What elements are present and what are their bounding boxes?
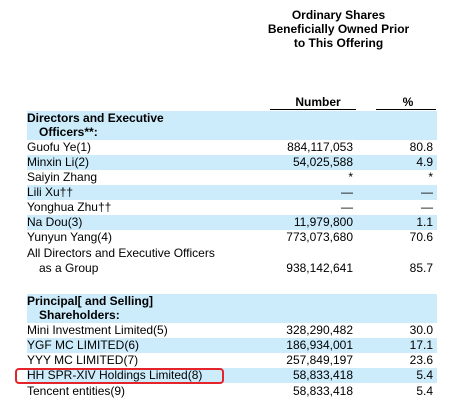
- shares-number: —: [341, 185, 353, 199]
- table-row-mini-investment: Mini Investment Limited(5) 328,290,482 3…: [27, 323, 437, 338]
- title-line-2: Beneficially Owned Prior: [267, 22, 410, 36]
- title-line-1: Ordinary Shares: [291, 8, 386, 22]
- shares-number: 773,073,680: [286, 230, 353, 244]
- shares-percent: 30.0: [409, 323, 433, 337]
- holder-name: Guofu Ye(1): [27, 140, 92, 154]
- shares-number: 58,833,418: [292, 384, 353, 398]
- directors-header-band: [27, 111, 437, 140]
- group-shares-number: 938,142,641: [286, 261, 353, 275]
- principal-section-header-cont: Shareholders:: [27, 308, 437, 323]
- shares-percent: *: [428, 170, 433, 184]
- number-header-rule: [270, 109, 356, 110]
- band-row-4: [27, 185, 437, 200]
- shares-percent: 5.4: [416, 384, 433, 398]
- band-sh-row-2: [27, 338, 437, 353]
- table-row-saiyin-zhang: Saiyin Zhang * *: [27, 170, 437, 185]
- shares-number: 328,290,482: [286, 323, 353, 337]
- directors-header-line-2: Officers**:: [39, 125, 98, 139]
- table-row-na-dou: Na Dou(3) 11,979,800 1.1: [27, 215, 437, 230]
- shares-number: 884,117,053: [287, 140, 353, 154]
- table-row-yonghua-zhu: Yonghua Zhu†† — —: [27, 200, 437, 215]
- shares-percent: —: [421, 185, 433, 199]
- principal-header-line-2: Shareholders:: [39, 308, 120, 322]
- shares-number: 11,979,800: [293, 215, 353, 229]
- shares-percent: 80.8: [409, 140, 433, 154]
- table-row-group-total: All Directors and Executive Officers: [27, 246, 437, 261]
- band-row-6: [27, 215, 437, 230]
- holder-name: HH SPR-XIV Holdings Limited(8): [27, 368, 203, 382]
- table-row-guofu-ye: Guofu Ye(1) 884,117,053 80.8: [27, 140, 437, 155]
- holder-name: Na Dou(3): [27, 215, 83, 229]
- number-column-header: Number: [295, 95, 341, 109]
- shares-percent: 17.1: [409, 338, 433, 352]
- shares-number: 58,833,418: [292, 368, 353, 382]
- directors-header-line-1: Directors and Executive: [27, 111, 164, 125]
- group-shares-percent: 85.7: [409, 261, 433, 275]
- percent-column-header: %: [402, 95, 414, 109]
- holder-name: Minxin Li(2): [27, 155, 90, 169]
- group-label-line-2: as a Group: [39, 261, 99, 275]
- shares-percent: 23.6: [409, 353, 433, 367]
- shares-number: 257,849,197: [286, 353, 353, 367]
- group-label-line-1: All Directors and Executive Officers: [27, 246, 215, 260]
- directors-section-header: Directors and Executive: [27, 111, 437, 126]
- column-group-title: Ordinary Shares Beneficially Owned Prior…: [266, 8, 411, 50]
- holder-name: Saiyin Zhang: [27, 170, 98, 184]
- title-line-3: to This Offering: [293, 36, 384, 50]
- principal-header-band: [27, 294, 437, 323]
- shares-percent: 70.6: [409, 230, 433, 244]
- table-row-ygf-mc: YGF MC LIMITED(6) 186,934,001 17.1: [27, 338, 437, 353]
- holder-name: Lili Xu††: [27, 185, 74, 199]
- shares-number: —: [341, 200, 353, 214]
- holder-name: Yonghua Zhu††: [27, 200, 112, 214]
- holder-name: YYY MC LIMITED(7): [27, 353, 139, 367]
- band-row-2: [27, 155, 437, 170]
- table-row-minxin-li: Minxin Li(2) 54,025,588 4.9: [27, 155, 437, 170]
- highlight-box: [15, 368, 224, 384]
- table-row-group-total-cont: as a Group 938,142,641 85.7: [27, 261, 437, 276]
- shares-percent: —: [421, 200, 433, 214]
- principal-section-header: Principal[ and Selling]: [27, 294, 437, 309]
- shares-percent: 1.1: [416, 215, 433, 229]
- table-row-yunyun-yang: Yunyun Yang(4) 773,073,680 70.6: [27, 230, 437, 245]
- table-row-tencent: Tencent entities(9) 58,833,418 5.4: [27, 384, 437, 399]
- shares-percent: 4.9: [416, 155, 433, 169]
- shares-number: 186,934,001: [286, 338, 353, 352]
- band-sh-row-4: [27, 368, 437, 383]
- holder-name: YGF MC LIMITED(6): [27, 338, 140, 352]
- principal-header-line-1: Principal[ and Selling]: [27, 294, 154, 308]
- table-row-hh-spr-xiv: HH SPR-XIV Holdings Limited(8) 58,833,41…: [27, 368, 437, 383]
- holder-name: Yunyun Yang(4): [27, 230, 112, 244]
- shares-percent: 5.4: [416, 368, 433, 382]
- table-row-yyy-mc: YYY MC LIMITED(7) 257,849,197 23.6: [27, 353, 437, 368]
- shares-number: 54,025,588: [292, 155, 353, 169]
- shares-number: *: [348, 170, 353, 184]
- holder-name: Tencent entities(9): [27, 384, 126, 398]
- holder-name: Mini Investment Limited(5): [27, 323, 168, 337]
- directors-section-header-cont: Officers**:: [27, 125, 437, 140]
- table-row-lili-xu: Lili Xu†† — —: [27, 185, 437, 200]
- percent-header-rule: [376, 109, 436, 110]
